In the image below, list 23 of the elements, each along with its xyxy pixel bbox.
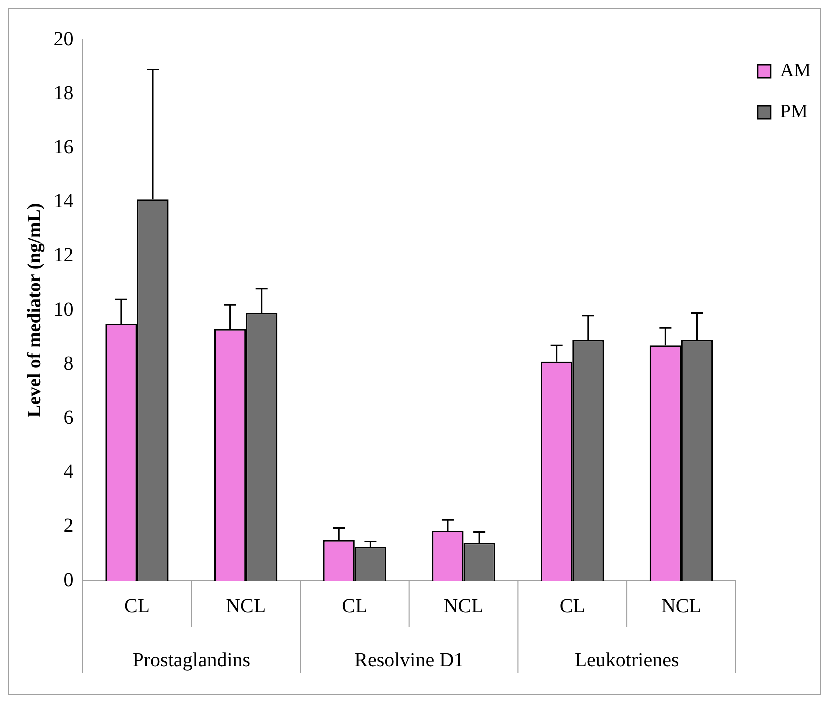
- y-tick-label: 20: [54, 28, 74, 50]
- text: Resolvine D1: [354, 649, 464, 672]
- x-tick-label: CL: [342, 595, 368, 618]
- y-tick-label: 10: [54, 298, 74, 321]
- y-tick-label: 2: [64, 515, 74, 538]
- y-tick-label: 6: [64, 406, 74, 429]
- y-tick-label: 16: [54, 136, 74, 158]
- x-tick-label: NCL: [661, 595, 702, 618]
- text: Leukotrienes: [574, 649, 680, 672]
- y-tick-label: 0: [64, 569, 74, 592]
- legend-label: AM: [780, 60, 812, 82]
- x-tick-label: NCL: [226, 595, 266, 618]
- y-tick-label: 4: [64, 461, 74, 484]
- x-tick-label: NCL: [444, 595, 484, 618]
- y-tick-label: 18: [54, 82, 74, 104]
- x-tick-label: CL: [124, 595, 150, 618]
- y-axis-title: Level of mediator (ng/mL): [24, 203, 46, 418]
- x-tick-label: CL: [560, 595, 586, 618]
- y-tick-label: 8: [64, 352, 74, 375]
- legend-label: PM: [780, 101, 808, 122]
- y-tick-label: 12: [54, 244, 74, 267]
- text: Prostaglandins: [132, 649, 251, 672]
- y-tick-label: 14: [54, 190, 74, 213]
